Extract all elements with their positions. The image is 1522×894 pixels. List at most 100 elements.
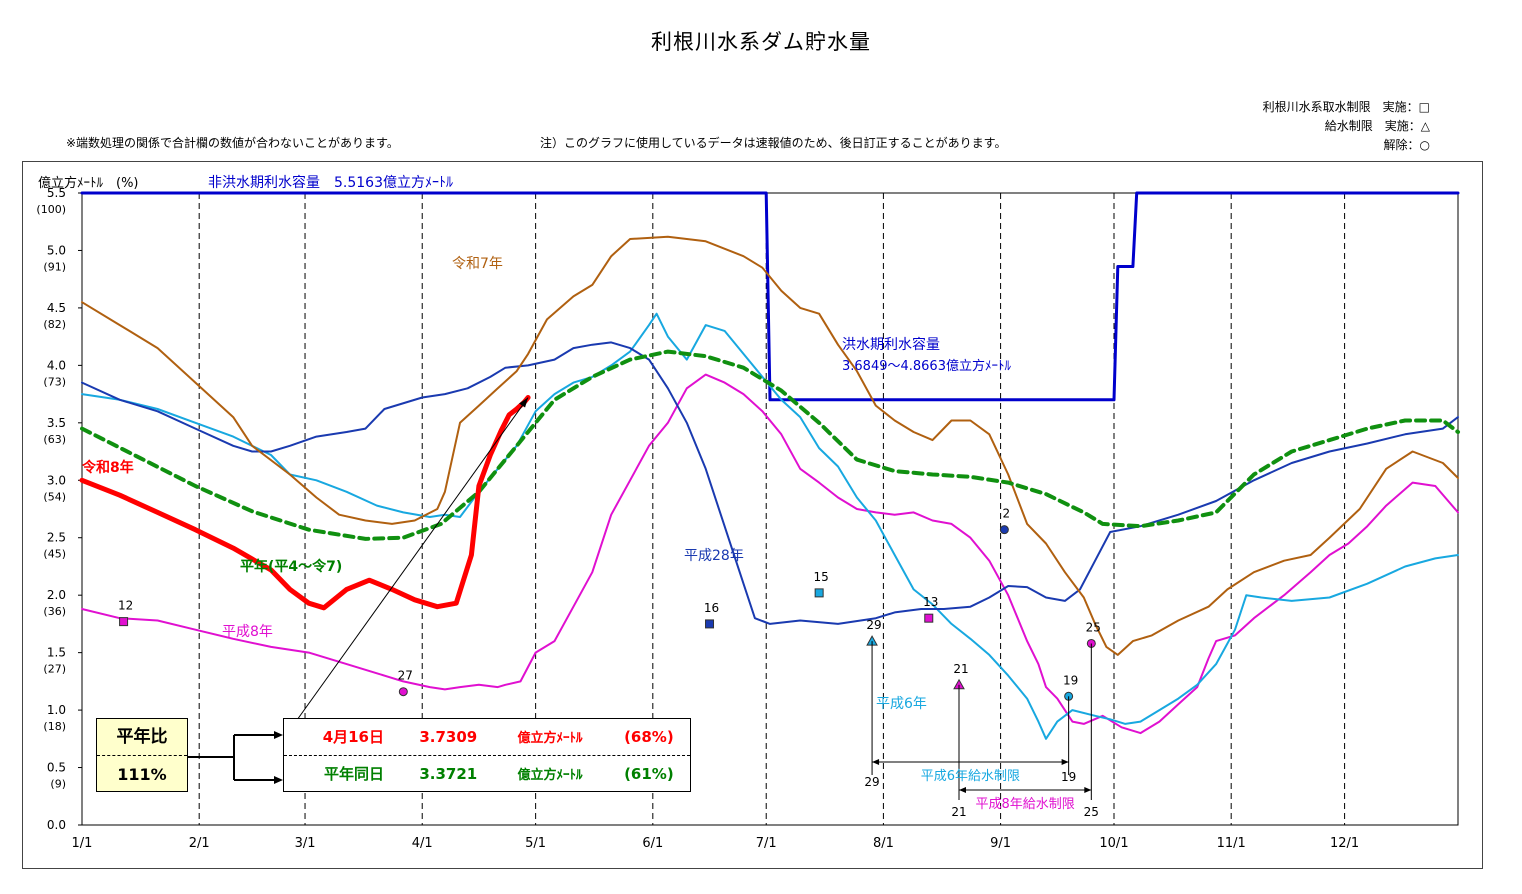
heinen-ratio-label: 平年比 [97, 719, 187, 756]
marker-label: 12 [118, 599, 133, 613]
plot-area [81, 192, 1459, 826]
x-tick-label: 11/1 [1217, 836, 1246, 851]
h6-arrow-left [872, 759, 880, 765]
marker-label: 27 [398, 669, 413, 683]
legend-line-1: 利根川水系取水制限 実施：□ [1262, 100, 1430, 114]
y-tick-percent: (27) [43, 663, 66, 676]
restriction-legend: 利根川水系取水制限 実施：□ 給水制限 実施：△ 解除：○ [1263, 98, 1430, 155]
label-reiwa7: 令和7年 [452, 256, 503, 272]
current-row: 4月16日 3.7309 億立方ﾒｰﾄﾙ (68%) [284, 719, 690, 756]
annotation-layer: 非洪水期利水容量 5.5163億立方ﾒｰﾄﾙ 洪水期利水容量 3.6849～4.86… [81, 174, 1099, 819]
h6-span-label: 平成6年給水制限 [921, 769, 1020, 784]
y-tick-label: 3.0 [47, 473, 66, 487]
series-heisei6-line [81, 312, 1459, 740]
heinen-ratio-value: 111% [117, 765, 167, 784]
data-note: 注）このグラフに使用しているデータは速報値のため、後日訂正することがあります。 [540, 136, 1007, 150]
y-tick-percent: (36) [43, 605, 66, 618]
flood-capacity-range: 3.6849～4.8663億立方ﾒｰﾄﾙ [842, 358, 1011, 374]
x-tick-label: 2/1 [189, 836, 210, 851]
chart-frame [22, 161, 1483, 869]
average-value: 3.3721 [419, 765, 478, 783]
label-reiwa8: 令和8年 [81, 459, 134, 476]
series-heinen-line [80, 349, 1460, 541]
x-tick-label: 5/1 [525, 836, 546, 851]
y-tick-percent: (18) [43, 720, 66, 733]
x-tick-label: 6/1 [642, 836, 663, 851]
h8-start-day: 21 [951, 805, 966, 819]
flood-capacity-label: 洪水期利水容量 [842, 336, 940, 353]
x-tick-label: 10/1 [1099, 836, 1128, 851]
series-heisei8-line [81, 373, 1459, 735]
x-tick-label: 12/1 [1330, 836, 1359, 851]
ratio-arrow-top [274, 731, 283, 739]
x-tick-label: 4/1 [412, 836, 433, 851]
y-tick-label: 4.5 [47, 301, 66, 315]
label-heisei6: 平成6年 [876, 696, 927, 712]
y-tick-percent: (63) [43, 433, 66, 446]
label-heisei8: 平成8年 [222, 624, 273, 640]
marker-label: 13 [923, 595, 938, 609]
h8-arrow-left [959, 787, 967, 793]
callout-pointer [296, 397, 529, 721]
y-tick-label: 1.5 [47, 646, 66, 660]
y-axis-unit: 億立方ﾒｰﾄﾙ (%) [38, 175, 139, 191]
heinen-ratio-box: 平年比 111% [96, 718, 188, 792]
axis-layer: 1/1 2/1 3/1 4/1 5/1 6/1 7/1 8/1 9/1 10/1 11/1 12/1 0… [36, 175, 1359, 851]
marker-circle [398, 687, 408, 697]
current-date: 4月16日 [322, 728, 384, 746]
x-tick-label: 1/1 [72, 836, 93, 851]
y-tick-percent: (45) [43, 548, 66, 561]
legend-line-2: 給水制限 実施：△ [1324, 119, 1430, 133]
marker-square [119, 617, 129, 627]
current-value-box: 4月16日 3.7309 億立方ﾒｰﾄﾙ (68%) 平年同日 3.3721 億… [283, 718, 691, 792]
marker-square [814, 588, 824, 598]
y-tick-label: 5.5 [47, 186, 66, 200]
y-tick-percent: (73) [43, 375, 66, 388]
y-tick-label: 0.0 [47, 818, 66, 832]
h8-span-label: 平成8年給水制限 [976, 797, 1075, 812]
y-tick-label: 0.5 [47, 761, 66, 775]
chart-title: 利根川水系ダム貯水量 [651, 30, 871, 54]
y-tick-percent: (91) [43, 260, 66, 273]
x-tick-label: 8/1 [873, 836, 894, 851]
x-tick-label: 9/1 [990, 836, 1011, 851]
rounding-note: ※端数処理の関係で合計欄の数値が合わないことがあります。 [66, 136, 399, 150]
callout-arrowhead [519, 397, 529, 408]
average-unit: 億立方ﾒｰﾄﾙ [517, 768, 583, 783]
y-tick-percent: (54) [43, 490, 66, 503]
marker-label: 29 [866, 618, 881, 632]
h8-end-day: 25 [1084, 805, 1099, 819]
y-tick-label: 1.0 [47, 703, 66, 717]
average-pct: (61%) [624, 765, 674, 783]
y-tick-label: 2.0 [47, 588, 66, 602]
marker-label: 15 [814, 570, 829, 584]
y-tick-percent: (9) [50, 778, 66, 791]
current-pct: (68%) [624, 728, 674, 746]
x-tick-label: 3/1 [295, 836, 316, 851]
series-reiwa8-line [79, 395, 531, 611]
marker-label: 2 [1003, 507, 1011, 521]
h8-arrow-right [1084, 787, 1092, 793]
current-value: 3.7309 [419, 728, 478, 746]
marker-circle [999, 525, 1009, 535]
non-flood-capacity-label: 非洪水期利水容量 5.5163億立方ﾒｰﾄﾙ [208, 174, 453, 191]
y-tick-percent: (100) [36, 203, 66, 216]
marker-layer: 12 27 16 15 29 13 21 2 19 25 [118, 507, 1101, 701]
y-tick-label: 5.0 [47, 243, 66, 257]
marker-square [924, 613, 934, 623]
average-label: 平年同日 [323, 765, 384, 783]
label-heisei28: 平成28年 [684, 548, 744, 564]
y-tick-label: 4.0 [47, 358, 66, 372]
grid-layer [81, 192, 1459, 826]
ratio-arrow-bottom [274, 776, 283, 784]
y-tick-label: 3.5 [47, 416, 66, 430]
capacity-line [80, 191, 1460, 402]
marker-label: 25 [1086, 620, 1101, 634]
series-layer [79, 191, 1460, 740]
series-reiwa7-line [81, 235, 1459, 656]
marker-label: 16 [704, 601, 719, 615]
marker-label: 19 [1063, 673, 1078, 687]
average-row: 平年同日 3.3721 億立方ﾒｰﾄﾙ (61%) [284, 756, 690, 792]
current-unit: 億立方ﾒｰﾄﾙ [517, 731, 583, 746]
